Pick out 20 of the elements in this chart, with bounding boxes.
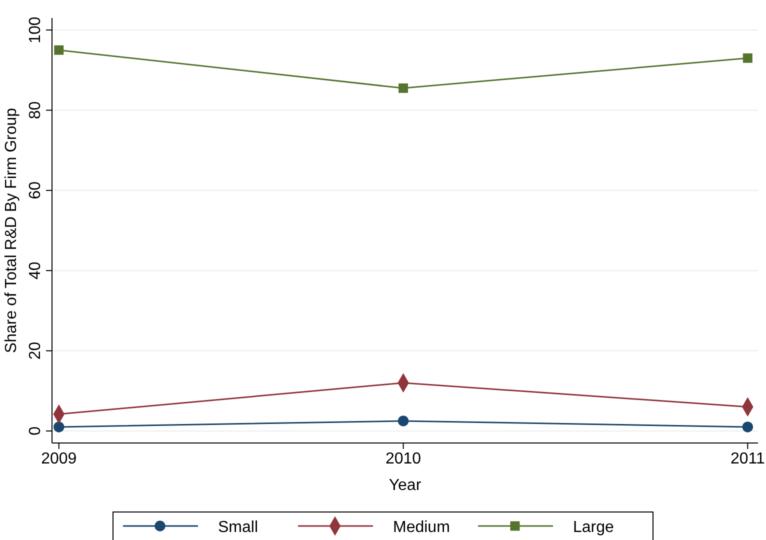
legend-label: Small [218, 519, 258, 536]
point [742, 53, 752, 63]
point [398, 83, 408, 93]
y-axis-title: Share of Total R&D By Firm Group [3, 108, 20, 354]
point [54, 45, 64, 55]
x-tick-label: 2009 [41, 450, 77, 468]
y-tick-label: 80 [27, 101, 44, 120]
y-tick-label: 100 [27, 16, 44, 44]
y-tick-label: 40 [27, 262, 44, 280]
y-tick-label: 20 [27, 342, 44, 360]
legend-label: Large [573, 519, 614, 536]
y-tick-label: 60 [27, 181, 44, 200]
x-axis-title: Year [388, 477, 422, 494]
legend-label: Medium [393, 519, 450, 536]
point [742, 422, 754, 432]
point [398, 416, 409, 426]
point [54, 422, 64, 432]
x-tick-label: 2010 [385, 450, 422, 468]
x-tick-label: 2011 [730, 450, 765, 468]
y-tick-label: 0 [27, 426, 44, 436]
